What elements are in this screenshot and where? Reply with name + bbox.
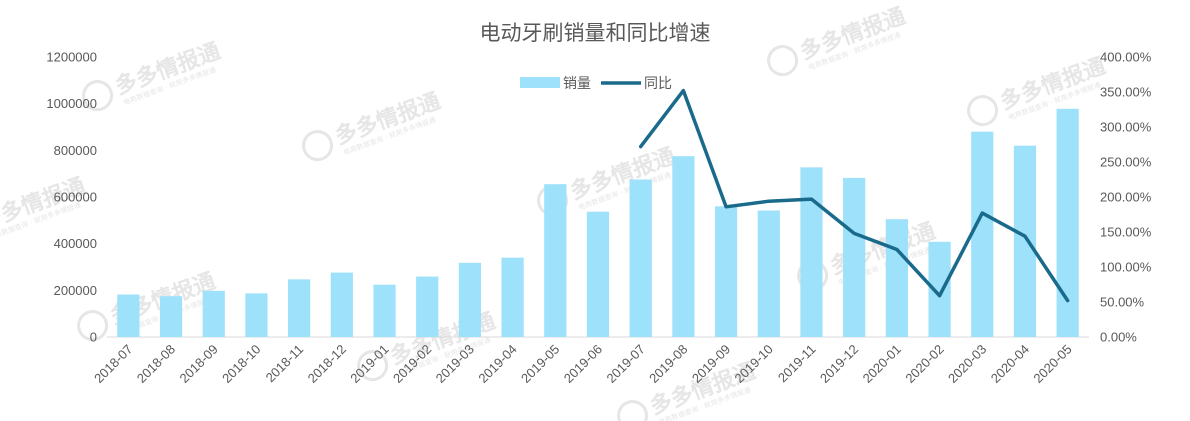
y-right-tick-label: 50.00% bbox=[1100, 295, 1145, 310]
bar-sales-2019-09 bbox=[714, 206, 738, 337]
y-left-tick-label: 400000 bbox=[54, 236, 97, 251]
bar-series-sales bbox=[117, 108, 1079, 337]
x-tick-label: 2019-12 bbox=[817, 342, 861, 386]
bar-sales-2018-08 bbox=[159, 296, 183, 337]
y-left-tick-label: 600000 bbox=[54, 190, 97, 205]
y-right-tick-label: 400.00% bbox=[1100, 50, 1152, 65]
bar-sales-2019-04 bbox=[501, 257, 524, 337]
line-series-yoy bbox=[638, 88, 1070, 303]
y-right-tick-label: 100.00% bbox=[1100, 260, 1152, 275]
bar-sales-2019-10 bbox=[757, 210, 780, 337]
chart-title: 电动牙刷销量和同比增速 bbox=[480, 21, 711, 45]
y-right-tick-label: 0.00% bbox=[1100, 330, 1137, 345]
watermark-logo-icon bbox=[302, 130, 334, 162]
y-left-tick-label: 0 bbox=[90, 330, 97, 345]
bar-sales-2020-05 bbox=[1056, 108, 1079, 337]
y-left-tick-label: 800000 bbox=[54, 143, 97, 158]
x-tick-label: 2019-07 bbox=[603, 342, 647, 386]
x-tick-label: 2018-09 bbox=[177, 342, 221, 386]
y-right-tick-label: 300.00% bbox=[1100, 120, 1152, 135]
bar-sales-2020-01 bbox=[885, 219, 908, 337]
bar-sales-2019-02 bbox=[416, 276, 439, 337]
y-left-tick-label: 200000 bbox=[54, 283, 97, 298]
x-tick-label: 2020-04 bbox=[988, 342, 1032, 386]
x-tick-label: 2020-03 bbox=[945, 342, 989, 386]
watermark-logo-icon bbox=[357, 350, 389, 382]
y-left-tick-label: 1000000 bbox=[46, 96, 97, 111]
bar-sales-2019-07 bbox=[629, 179, 652, 337]
y-right-tick-label: 350.00% bbox=[1100, 85, 1152, 100]
x-tick-label: 2018-10 bbox=[219, 342, 263, 386]
watermark-logo-icon bbox=[617, 400, 649, 421]
x-tick-label: 2018-12 bbox=[305, 342, 349, 386]
y-right-tick-label: 250.00% bbox=[1100, 155, 1152, 170]
y-right-tick-label: 200.00% bbox=[1100, 190, 1152, 205]
bar-sales-2019-05 bbox=[544, 184, 567, 337]
y-axis-left: 0 200000 400000 600000 800000 1000000 1200000 bbox=[46, 50, 97, 345]
watermark-logo-icon bbox=[967, 95, 999, 127]
bar-sales-2020-03 bbox=[971, 131, 994, 337]
legend-label-yoy: 同比 bbox=[644, 76, 672, 92]
bar-sales-2018-12 bbox=[330, 272, 353, 337]
bar-sales-2020-02 bbox=[928, 241, 951, 337]
x-tick-label: 2018-11 bbox=[263, 342, 307, 386]
bar-sales-2018-07 bbox=[117, 294, 140, 337]
bar-sales-2019-03 bbox=[458, 262, 482, 337]
bar-sales-2019-08 bbox=[672, 156, 695, 337]
bar-sales-2018-10 bbox=[245, 293, 268, 337]
bar-sales-2018-11 bbox=[288, 279, 311, 337]
line-yoy-path bbox=[638, 88, 1070, 303]
watermark-logo-icon bbox=[82, 80, 114, 112]
bar-sales-2019-01 bbox=[373, 284, 396, 337]
watermark-logo-icon bbox=[77, 310, 109, 342]
y-axis-right: 0.00% 50.00% 100.00% 150.00% 200.00% 250.00% 3… bbox=[1100, 50, 1152, 345]
legend: 销量 同比 bbox=[520, 76, 672, 92]
bar-sales-2019-06 bbox=[586, 211, 610, 337]
legend-label-sales: 销量 bbox=[563, 76, 591, 92]
x-tick-label: 2019-04 bbox=[475, 342, 519, 386]
y-left-tick-label: 1200000 bbox=[46, 50, 97, 65]
x-tick-label: 2020-02 bbox=[902, 342, 946, 386]
bar-sales-2018-09 bbox=[202, 290, 225, 337]
x-tick-label: 2020-05 bbox=[1030, 342, 1074, 386]
x-tick-label: 2018-07 bbox=[91, 342, 135, 386]
bar-sales-2020-04 bbox=[1013, 145, 1037, 337]
legend-swatch-sales bbox=[520, 77, 560, 88]
bar-sales-2019-11 bbox=[800, 167, 823, 337]
x-tick-label: 2018-08 bbox=[134, 342, 178, 386]
bar-sales-2019-12 bbox=[843, 177, 866, 337]
y-right-tick-label: 150.00% bbox=[1100, 225, 1152, 240]
x-tick-label: 2019-11 bbox=[775, 342, 819, 386]
x-tick-label: 2019-06 bbox=[561, 342, 605, 386]
x-tick-label: 2020-01 bbox=[860, 342, 904, 386]
x-tick-label: 2019-08 bbox=[646, 342, 690, 386]
x-tick-label: 2019-05 bbox=[518, 342, 562, 386]
watermark-logo-icon bbox=[767, 45, 799, 77]
